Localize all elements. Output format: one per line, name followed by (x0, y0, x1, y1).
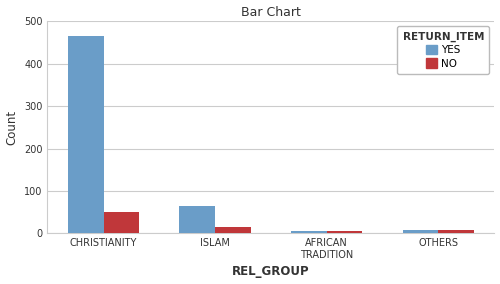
Title: Bar Chart: Bar Chart (241, 6, 301, 18)
Y-axis label: Count: Count (6, 110, 18, 145)
Bar (104, 212, 139, 233)
Bar (291, 231, 327, 233)
X-axis label: REL_GROUP: REL_GROUP (232, 266, 310, 278)
Bar (180, 206, 215, 233)
Bar (402, 230, 438, 233)
Legend: YES, NO: YES, NO (398, 26, 489, 74)
Bar (438, 230, 474, 233)
Bar (215, 227, 251, 233)
Bar (68, 36, 104, 233)
Bar (327, 231, 362, 233)
